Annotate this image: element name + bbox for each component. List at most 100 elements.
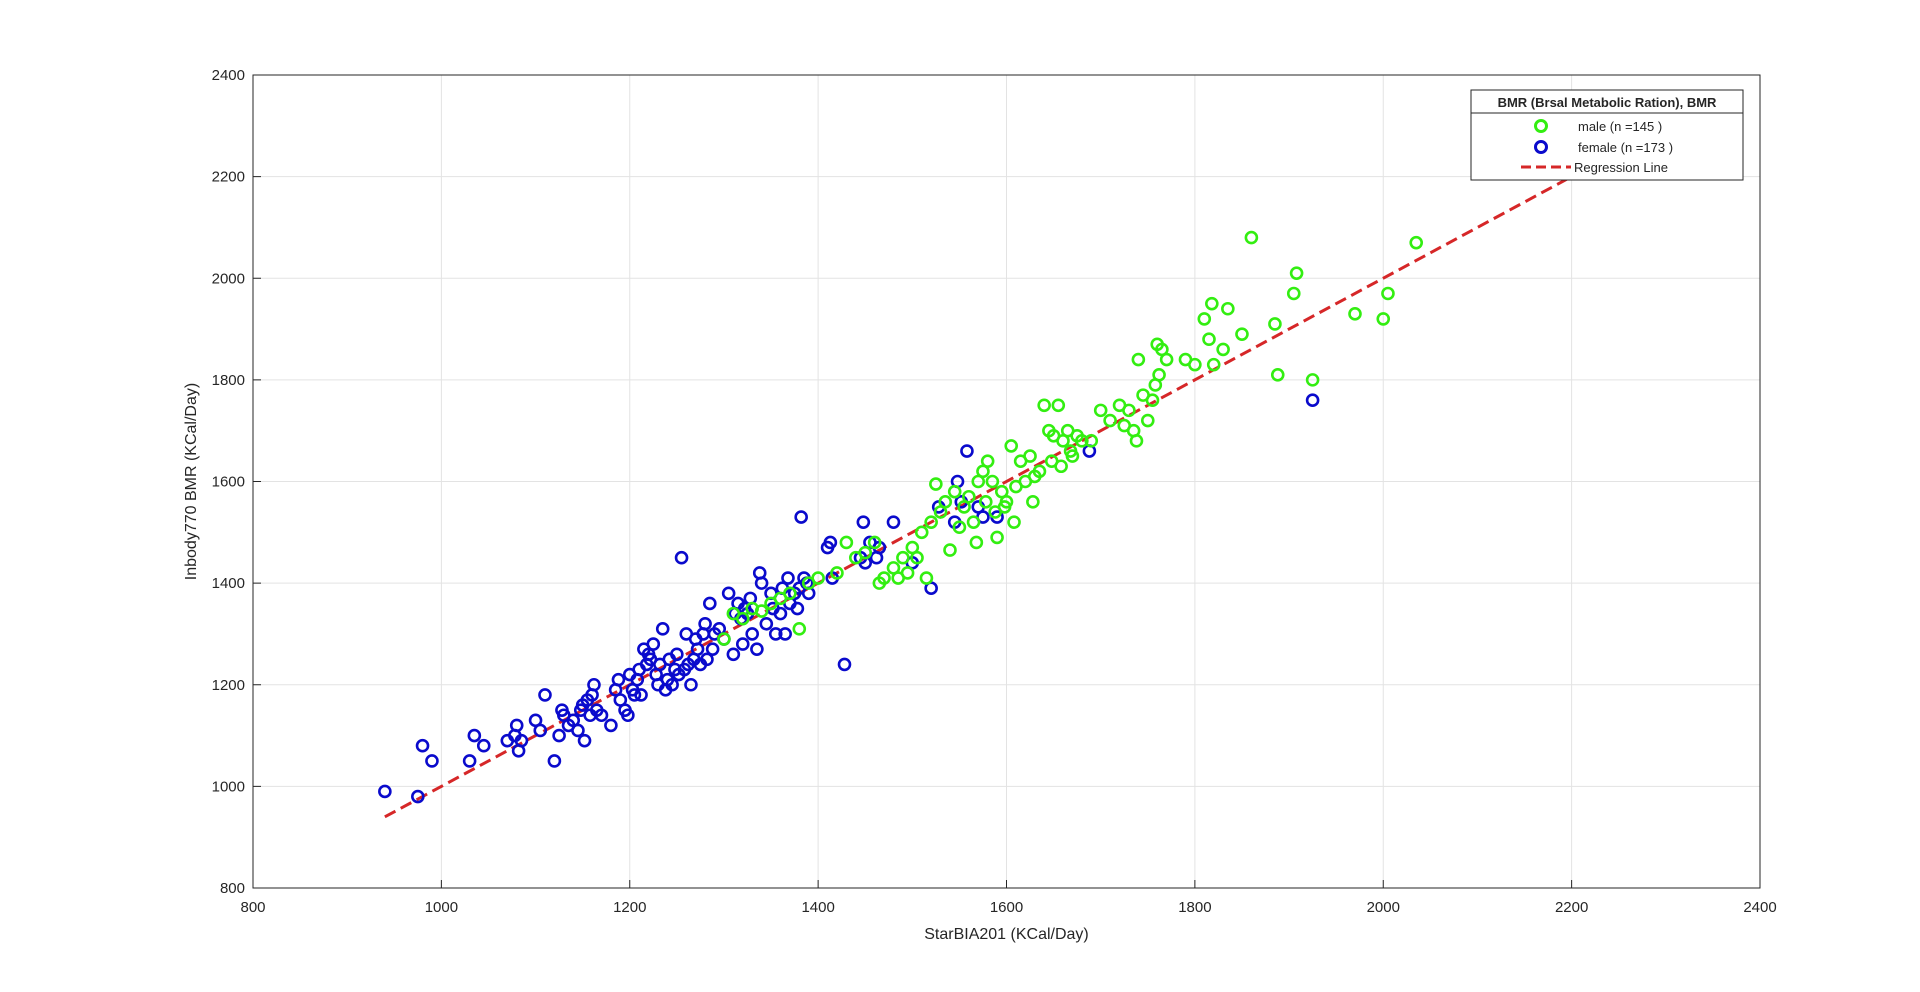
female-point <box>960 444 974 458</box>
x-tick-label: 1800 <box>1178 899 1211 916</box>
male-point <box>900 566 915 580</box>
male-point <box>924 515 938 529</box>
male-point <box>990 530 1004 545</box>
male-point <box>1129 434 1144 448</box>
male-point <box>1270 367 1285 382</box>
male-point <box>717 632 731 646</box>
legend-male-marker <box>1534 119 1548 133</box>
y-tick-label: 1600 <box>212 474 245 491</box>
female-point <box>745 627 759 641</box>
male-point <box>1216 342 1230 357</box>
male-point <box>754 604 769 618</box>
male-series <box>717 230 1424 646</box>
female-point <box>621 708 635 723</box>
male-point <box>1054 459 1068 474</box>
male-point <box>1206 357 1221 372</box>
x-tick-label: 2200 <box>1555 899 1588 916</box>
x-tick-labels: 800 1000 1200 1400 1600 1800 2000 2200 2400 <box>240 880 1777 916</box>
female-point <box>781 571 795 585</box>
male-point <box>1065 449 1080 463</box>
male-point <box>1235 327 1249 341</box>
female-point <box>705 642 720 656</box>
female-point <box>577 733 592 748</box>
female-point <box>509 718 524 733</box>
y-tick-label: 2400 <box>212 67 245 84</box>
x-tick-label: 1000 <box>425 899 458 916</box>
male-point <box>1007 515 1021 529</box>
legend-male-label: male (n =145 ) <box>1578 119 1662 134</box>
male-point <box>966 515 981 529</box>
male-point <box>978 495 993 509</box>
male-point <box>1268 317 1282 331</box>
female-point <box>611 672 626 687</box>
male-point <box>962 489 976 504</box>
male-point <box>1093 403 1108 418</box>
y-tick-label: 800 <box>220 880 245 897</box>
male-point <box>1289 266 1304 280</box>
female-point <box>750 642 764 656</box>
male-point <box>1131 352 1146 367</box>
x-axis-label: StarBIA201 (KCal/Day) <box>924 926 1089 943</box>
y-tick-label: 2200 <box>212 169 245 186</box>
male-point <box>1032 464 1047 479</box>
male-point <box>792 622 807 636</box>
male-point <box>1286 286 1301 301</box>
y-tick-label: 1200 <box>212 677 245 694</box>
male-point <box>1051 398 1066 413</box>
male-point <box>969 535 984 550</box>
male-point <box>896 550 910 565</box>
legend-female-label: female (n =173 ) <box>1578 140 1673 155</box>
female-point <box>754 576 769 590</box>
female-point <box>538 688 552 702</box>
male-point <box>839 535 854 550</box>
male-point <box>985 474 1000 489</box>
male-point <box>1140 413 1155 428</box>
x-tick-label: 800 <box>240 899 265 916</box>
female-point <box>547 754 562 768</box>
x-tick-label: 1600 <box>990 899 1023 916</box>
female-point <box>856 515 871 529</box>
female-point <box>690 642 705 656</box>
female-point <box>646 637 661 651</box>
male-point <box>877 571 891 585</box>
y-tick-label: 2000 <box>212 270 245 287</box>
male-point <box>919 571 934 585</box>
male-point <box>1348 307 1362 321</box>
male-point <box>735 611 750 626</box>
female-point <box>790 601 805 616</box>
male-point <box>811 571 825 585</box>
female-point <box>514 733 529 748</box>
female-point <box>773 606 788 621</box>
female-point <box>634 688 648 702</box>
male-point <box>1103 413 1117 428</box>
male-point <box>1004 439 1019 453</box>
female-point <box>411 789 425 804</box>
female-point <box>594 708 609 723</box>
y-tick-label: 1400 <box>212 575 245 592</box>
female-point <box>794 510 808 524</box>
male-point <box>1075 434 1089 448</box>
male-point <box>1376 312 1391 326</box>
male-point <box>1305 373 1320 387</box>
female-point <box>476 738 491 753</box>
female-point <box>759 616 774 631</box>
male-point <box>1159 352 1174 367</box>
male-point <box>1188 357 1202 372</box>
female-point <box>604 718 618 733</box>
female-point <box>721 586 736 601</box>
male-point <box>938 495 953 509</box>
male-point <box>1221 301 1235 316</box>
male-point <box>1202 332 1216 347</box>
female-point <box>700 652 714 667</box>
x-tick-label: 2400 <box>1743 899 1776 916</box>
legend: BMR (Brsal Metabolic Ration), BMR male (… <box>1470 89 1744 181</box>
female-point <box>735 637 750 651</box>
female-point <box>768 627 783 641</box>
female-point <box>462 754 477 768</box>
female-point <box>886 515 901 529</box>
female-point <box>726 647 741 662</box>
male-point <box>830 566 844 580</box>
male-point <box>1197 312 1212 326</box>
female-point <box>571 723 585 738</box>
